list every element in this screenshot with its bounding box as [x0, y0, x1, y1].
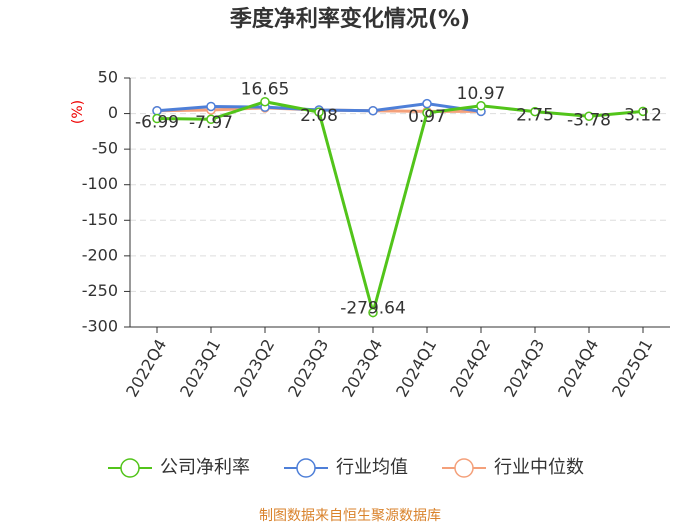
legend-marker: [454, 458, 474, 478]
legend-label: 行业中位数: [494, 457, 584, 478]
x-tick-label: 2023Q2: [230, 336, 278, 400]
series-marker: [584, 111, 594, 122]
series-marker: [422, 98, 432, 109]
chart-title: 季度净利率变化情况(%): [230, 6, 470, 32]
data-label: -279.64: [340, 299, 406, 319]
y-tick-label: -300: [82, 317, 118, 336]
x-tick-label: 2023Q1: [176, 336, 224, 400]
series-marker: [638, 106, 648, 117]
x-tick-label: 2024Q4: [554, 336, 602, 400]
series-marker: [260, 96, 270, 107]
y-tick-label: 50: [98, 68, 118, 87]
legend-marker: [120, 458, 140, 478]
series-line: [156, 100, 644, 319]
x-tick-label: 2023Q4: [338, 336, 386, 400]
series-marker: [206, 114, 216, 124]
y-tick-label: -200: [82, 245, 118, 264]
y-tick-label: -150: [82, 210, 118, 229]
series-marker: [530, 106, 540, 117]
data-label: 0.97: [408, 107, 446, 127]
data-label: 2.75: [516, 106, 554, 126]
series-marker: [476, 101, 486, 111]
series-marker: [152, 113, 162, 124]
x-tick-label: 2024Q3: [500, 336, 548, 400]
x-tick-label: 2024Q2: [446, 336, 494, 400]
data-label: 2.08: [300, 106, 338, 126]
y-axis-label: (%): [70, 100, 86, 124]
x-tick-label: 2022Q4: [122, 336, 170, 400]
data-label: 10.97: [457, 84, 506, 104]
x-tick-label: 2025Q1: [608, 336, 656, 400]
data-label: 3.12: [624, 105, 662, 125]
x-tick-label: 2024Q1: [392, 336, 440, 400]
data-label: -3.78: [567, 110, 611, 130]
y-tick-label: -100: [82, 174, 118, 193]
series-marker: [206, 101, 216, 112]
legend-marker: [296, 458, 316, 478]
y-tick-label: -250: [82, 281, 118, 300]
series-marker: [368, 105, 378, 116]
legend-label: 行业均值: [336, 457, 408, 478]
data-label: -6.99: [135, 113, 179, 133]
x-tick-label: 2023Q3: [284, 336, 332, 400]
legend-label: 公司净利率: [160, 457, 250, 478]
y-tick-label: 0: [108, 103, 118, 122]
data-label: -7.97: [189, 113, 233, 133]
y-tick-label: -50: [92, 139, 118, 158]
series-marker: [422, 108, 432, 118]
series-marker: [368, 307, 378, 318]
source: 制图数据来自恒生聚源数据库: [259, 508, 441, 524]
series-marker: [314, 107, 324, 117]
data-label: 16.65: [241, 80, 290, 100]
